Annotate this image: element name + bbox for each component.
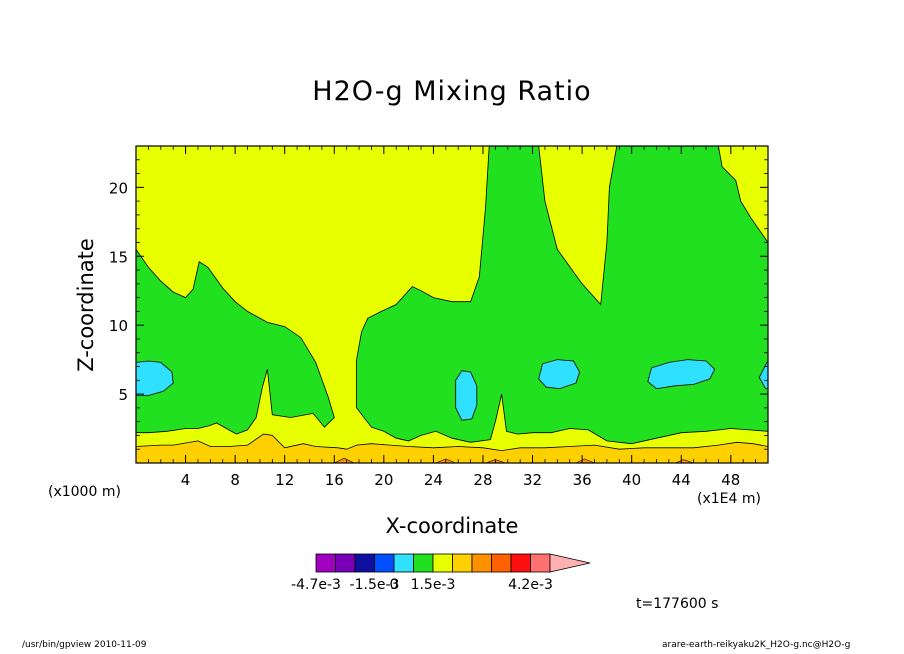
colorbar-tick-label: -1.5e-3 [350,577,400,593]
colorbar-tick-label: 4.2e-3 [508,577,553,593]
colorbar-segment [335,553,356,573]
time-label: t=177600 s [636,596,719,612]
x-tick-label: 20 [374,471,393,489]
x-tick-label: 40 [622,471,641,489]
x-tick-label: 44 [672,471,691,489]
cyan-region-1 [136,360,174,396]
x-axis-label: X-coordinate [385,514,519,538]
colorbar-segment [530,553,551,573]
cyan-region-2 [455,370,478,421]
colorbar-tick-label: -4.7e-3 [291,577,341,593]
colorbar-segment [354,553,375,573]
y-tick-label: 10 [109,317,128,335]
colorbar-segment [510,553,531,573]
plot-frame [135,145,769,464]
x-axis-unit-label: (x1000 m) [48,484,121,500]
colorbar-segment [413,553,434,573]
x-tick-label: 36 [573,471,592,489]
x-axis-scale-label: (x1E4 m) [697,491,761,507]
x-tick-label: 8 [230,471,240,489]
footer-right: arare-earth-reikyaku2K_H2O-g.nc@H2O-g [662,640,851,650]
colorbar-segment [432,553,453,573]
x-tick-label: 4 [181,471,191,489]
orange-band [136,433,768,463]
colorbar-segment [315,553,336,573]
green-region-left [136,248,335,435]
colorbar-tick-label: 1.5e-3 [411,577,456,593]
cyan-region-4 [647,359,716,390]
y-tick-label: 5 [118,386,128,404]
colorbar-segment [374,553,395,573]
colorbar-tick-label: 0 [390,577,399,593]
x-tick-label: 16 [325,471,344,489]
y-axis-label: Z-coordinate [74,238,98,372]
colorbar-segment [452,553,473,573]
cyan-region-3 [538,359,581,390]
chart-title: H2O-g Mixing Ratio [312,76,592,107]
x-tick-label: 24 [424,471,443,489]
y-tick-label: 15 [109,248,128,266]
x-tick-label: 28 [473,471,492,489]
x-tick-label: 32 [523,471,542,489]
footer-left: /usr/bin/gpview 2010-11-09 [22,640,147,650]
cyan-region-5 [758,360,768,390]
y-tick-label: 20 [109,179,128,197]
x-tick-label: 12 [275,471,294,489]
x-tick-label: 48 [721,471,740,489]
colorbar-segment [491,553,512,573]
colorbar-arrow [549,553,591,573]
colorbar-segment [393,553,414,573]
colorbar-segment [471,553,492,573]
